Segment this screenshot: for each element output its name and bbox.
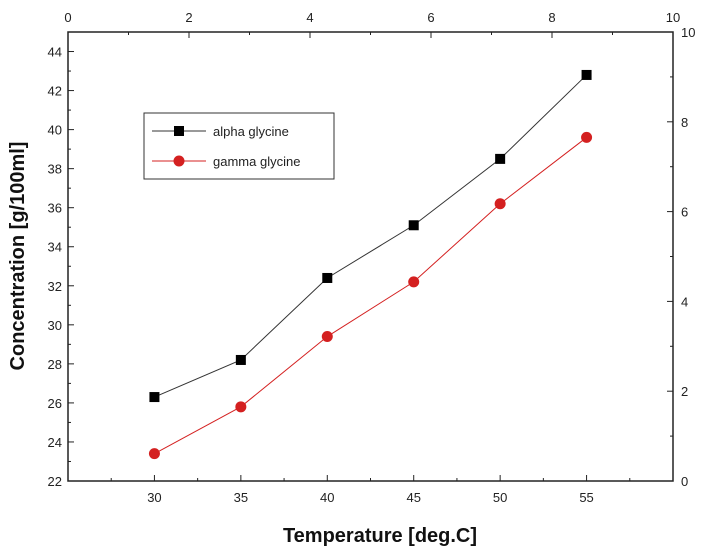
- y-tick-label: 24: [48, 435, 62, 450]
- right-tick-label: 0: [681, 474, 688, 489]
- top-tick-label: 4: [306, 10, 313, 25]
- data-point-alpha-glycine: [322, 272, 333, 283]
- right-tick-label: 6: [681, 205, 688, 220]
- y-tick-label: 26: [48, 396, 62, 411]
- series-layer: [148, 69, 593, 460]
- y-axis-title: Concentration [g/100ml]: [7, 142, 29, 371]
- legend-label-alpha-glycine: alpha glycine: [213, 124, 289, 139]
- legend-marker-alpha-glycine: [174, 126, 184, 136]
- y-tick-label: 42: [48, 84, 62, 99]
- legend-marker-gamma-glycine: [173, 155, 185, 167]
- legend-label-gamma-glycine: gamma glycine: [213, 154, 300, 169]
- x-tick-label: 55: [579, 490, 593, 505]
- data-point-gamma-glycine: [408, 276, 420, 288]
- y-tick-label: 22: [48, 474, 62, 489]
- y-tick-label: 28: [48, 357, 62, 372]
- x-tick-label: 45: [406, 490, 420, 505]
- top-tick-label: 0: [64, 10, 71, 25]
- data-point-alpha-glycine: [235, 354, 246, 365]
- y-tick-label: 34: [48, 240, 62, 255]
- data-point-gamma-glycine: [148, 448, 160, 460]
- right-tick-label: 10: [681, 25, 695, 40]
- top-tick-label: 10: [666, 10, 680, 25]
- right-tick-label: 4: [681, 294, 688, 309]
- y-tick-label: 40: [48, 123, 62, 138]
- plot-frame: [67, 31, 674, 482]
- data-point-alpha-glycine: [149, 392, 160, 403]
- x-axis-title: Temperature [deg.C]: [283, 525, 477, 547]
- series-line-gamma-glycine: [154, 137, 587, 455]
- data-point-gamma-glycine: [581, 131, 593, 143]
- top-tick-label: 6: [427, 10, 434, 25]
- right-tick-label: 2: [681, 384, 688, 399]
- legend: alpha glycine gamma glycine: [143, 112, 335, 180]
- right-tick-label: 8: [681, 115, 688, 130]
- data-point-gamma-glycine: [494, 198, 506, 210]
- y-tick-label: 36: [48, 201, 62, 216]
- data-point-gamma-glycine: [321, 331, 333, 343]
- top-tick-label: 2: [185, 10, 192, 25]
- data-point-alpha-glycine: [408, 220, 419, 231]
- y-tick-label: 32: [48, 279, 62, 294]
- y-tick-label: 38: [48, 162, 62, 177]
- x-tick-label: 50: [493, 490, 507, 505]
- x-tick-label: 40: [320, 490, 334, 505]
- legend-box: [143, 112, 335, 180]
- data-point-alpha-glycine: [581, 69, 592, 80]
- series-line-alpha-glycine: [154, 74, 587, 398]
- data-point-alpha-glycine: [495, 153, 506, 164]
- y-tick-label: 30: [48, 318, 62, 333]
- y-tick-label: 44: [48, 45, 62, 60]
- top-tick-label: 8: [548, 10, 555, 25]
- x-tick-label: 30: [147, 490, 161, 505]
- data-point-gamma-glycine: [235, 401, 247, 413]
- x-tick-label: 35: [234, 490, 248, 505]
